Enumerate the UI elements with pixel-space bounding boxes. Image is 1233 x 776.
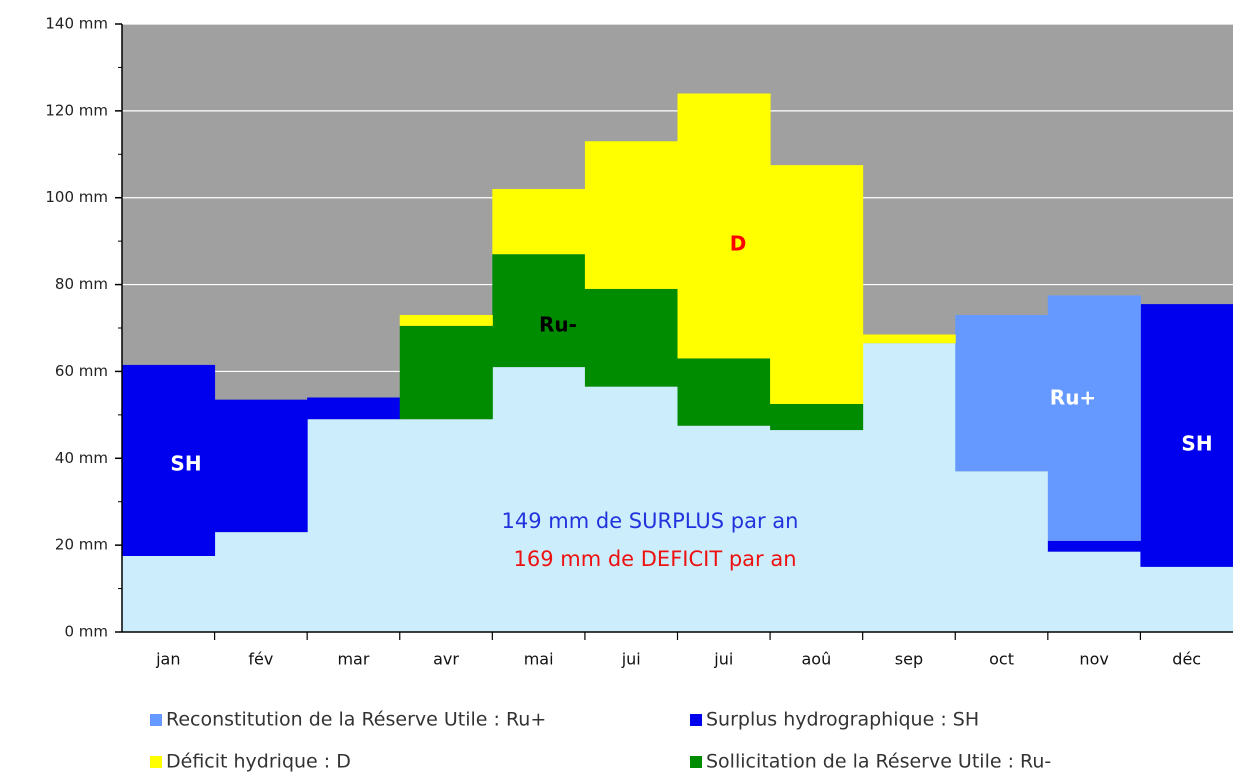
annotation: Ru- xyxy=(539,313,577,337)
legend-label: Déficit hydrique : D xyxy=(166,751,351,773)
bar-segment xyxy=(214,399,308,533)
y-tick-label: 20 mm xyxy=(55,536,108,554)
x-tick-label: avr xyxy=(433,650,459,669)
annotation: 169 mm de DEFICIT par an xyxy=(513,547,796,571)
bar-segment xyxy=(584,141,678,289)
legend-label: Surplus hydrographique : SH xyxy=(706,709,979,731)
y-tick-label: 140 mm xyxy=(45,15,108,33)
bar-segment xyxy=(492,189,586,255)
x-tick-label: nov xyxy=(1079,650,1108,669)
y-tick-label: 100 mm xyxy=(45,188,108,206)
bar-segment xyxy=(1047,551,1141,632)
bar-segment xyxy=(677,93,771,359)
bar-segment xyxy=(677,358,771,426)
bar-segment xyxy=(307,419,401,632)
bar-segment xyxy=(214,532,308,632)
bar-segment xyxy=(677,425,771,632)
bar-segment xyxy=(770,430,864,632)
legend-swatch xyxy=(150,714,162,726)
x-tick-label: jan xyxy=(155,650,180,669)
bar-segment xyxy=(862,343,956,632)
legend-swatch xyxy=(690,756,702,768)
annotation: SH xyxy=(1181,432,1212,456)
bar-segment xyxy=(955,471,1049,632)
bar-segment xyxy=(399,314,493,326)
legend-swatch xyxy=(150,756,162,768)
bar-segment xyxy=(399,325,493,420)
bar-segment xyxy=(1047,295,1141,541)
bar-segment xyxy=(584,288,678,387)
annotation: SH xyxy=(170,452,201,476)
bar-segment xyxy=(307,397,401,420)
x-tick-label: fév xyxy=(248,650,273,669)
legend-swatch xyxy=(690,714,702,726)
annotation: 149 mm de SURPLUS par an xyxy=(502,509,799,533)
bar-segment xyxy=(122,364,216,556)
legend-label: Sollicitation de la Réserve Utile : Ru- xyxy=(706,751,1051,773)
bar-segment xyxy=(122,556,216,632)
x-tick-label: aoû xyxy=(802,650,832,669)
x-tick-label: mai xyxy=(524,650,554,669)
bar-segment xyxy=(584,386,678,632)
x-tick-label: sep xyxy=(895,650,923,669)
y-tick-label: 80 mm xyxy=(55,275,108,293)
bar-segment xyxy=(492,254,586,368)
annotation: Ru+ xyxy=(1050,386,1096,410)
bar-segment xyxy=(399,419,493,632)
bar-segment xyxy=(1140,304,1233,567)
bar-segment xyxy=(955,314,1049,472)
x-tick-label: jui xyxy=(713,650,733,669)
y-tick-label: 0 mm xyxy=(64,623,108,641)
bar-segment xyxy=(1047,540,1141,552)
x-tick-label: mar xyxy=(337,650,369,669)
bar-segment xyxy=(770,165,864,404)
bar-segment xyxy=(1140,566,1233,632)
y-tick-label: 60 mm xyxy=(55,362,108,380)
x-tick-label: déc xyxy=(1172,650,1201,669)
legend-label: Reconstitution de la Réserve Utile : Ru+ xyxy=(166,709,546,731)
y-tick-label: 40 mm xyxy=(55,449,108,467)
annotation: D xyxy=(730,232,747,256)
bar-segment xyxy=(862,334,956,344)
x-tick-label: oct xyxy=(989,650,1014,669)
bar-segment xyxy=(492,367,586,632)
bar-segment xyxy=(770,404,864,431)
y-tick-label: 120 mm xyxy=(45,101,108,119)
x-tick-label: jui xyxy=(621,650,641,669)
